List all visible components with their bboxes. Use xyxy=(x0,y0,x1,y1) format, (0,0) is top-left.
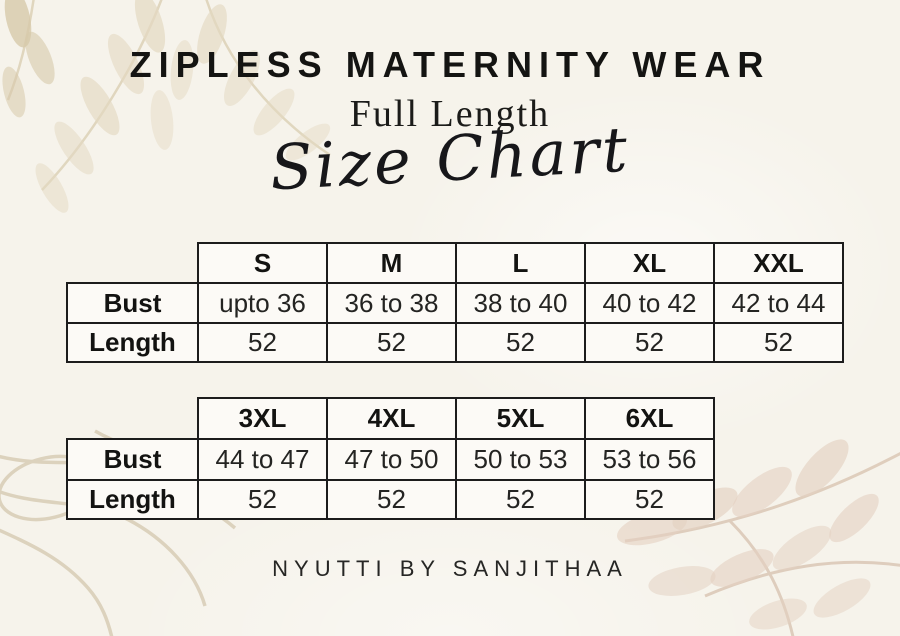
table-row: Length 52 52 52 52 xyxy=(66,479,715,520)
column-header: 4XL xyxy=(326,397,457,440)
table-cell: 52 xyxy=(455,322,586,363)
table-cell: 52 xyxy=(713,322,844,363)
table-row: 3XL 4XL 5XL 6XL xyxy=(67,397,715,440)
table-cell: 42 to 44 xyxy=(713,282,844,324)
corner-cell xyxy=(67,243,198,283)
column-header: L xyxy=(455,242,586,284)
table-cell: 40 to 42 xyxy=(584,282,715,324)
table-row: Bust 44 to 47 47 to 50 50 to 53 53 to 56 xyxy=(66,438,715,481)
table-cell: 47 to 50 xyxy=(326,438,457,481)
table-row: Bust upto 36 36 to 38 38 to 40 40 to 42 … xyxy=(66,282,844,324)
column-header: XXL xyxy=(713,242,844,284)
column-header: 3XL xyxy=(197,397,328,440)
table-cell: 53 to 56 xyxy=(584,438,715,481)
table-row: Length 52 52 52 52 52 xyxy=(66,322,844,363)
brand-name: NYUTTI BY SANJITHAA xyxy=(272,556,628,581)
page-title: ZIPLESS MATERNITY WEAR xyxy=(129,44,771,85)
table-cell: 50 to 53 xyxy=(455,438,586,481)
column-header: 5XL xyxy=(455,397,586,440)
row-label: Bust xyxy=(66,282,199,324)
row-label: Bust xyxy=(66,438,199,481)
row-label: Length xyxy=(66,322,199,363)
column-header: S xyxy=(197,242,328,284)
table-cell: 52 xyxy=(326,322,457,363)
column-header: XL xyxy=(584,242,715,284)
table-cell: 38 to 40 xyxy=(455,282,586,324)
table-cell: 44 to 47 xyxy=(197,438,328,481)
row-label: Length xyxy=(66,479,199,520)
table-cell: upto 36 xyxy=(197,282,328,324)
corner-cell xyxy=(67,398,198,439)
table-cell: 52 xyxy=(584,322,715,363)
table-cell: 52 xyxy=(584,479,715,520)
table-row: S M L XL XXL xyxy=(67,242,844,284)
size-table-3xl-to-6xl: 3XL 4XL 5XL 6XL Bust 44 to 47 47 to 50 5… xyxy=(66,397,715,520)
table-cell: 52 xyxy=(197,322,328,363)
table-cell: 52 xyxy=(326,479,457,520)
table-cell: 36 to 38 xyxy=(326,282,457,324)
subtitle: Full Length xyxy=(349,93,551,135)
column-header: 6XL xyxy=(584,397,715,440)
column-header: M xyxy=(326,242,457,284)
table-cell: 52 xyxy=(455,479,586,520)
table-cell: 52 xyxy=(197,479,328,520)
size-table-s-to-xxl: S M L XL XXL Bust upto 36 36 to 38 38 to… xyxy=(66,242,844,363)
